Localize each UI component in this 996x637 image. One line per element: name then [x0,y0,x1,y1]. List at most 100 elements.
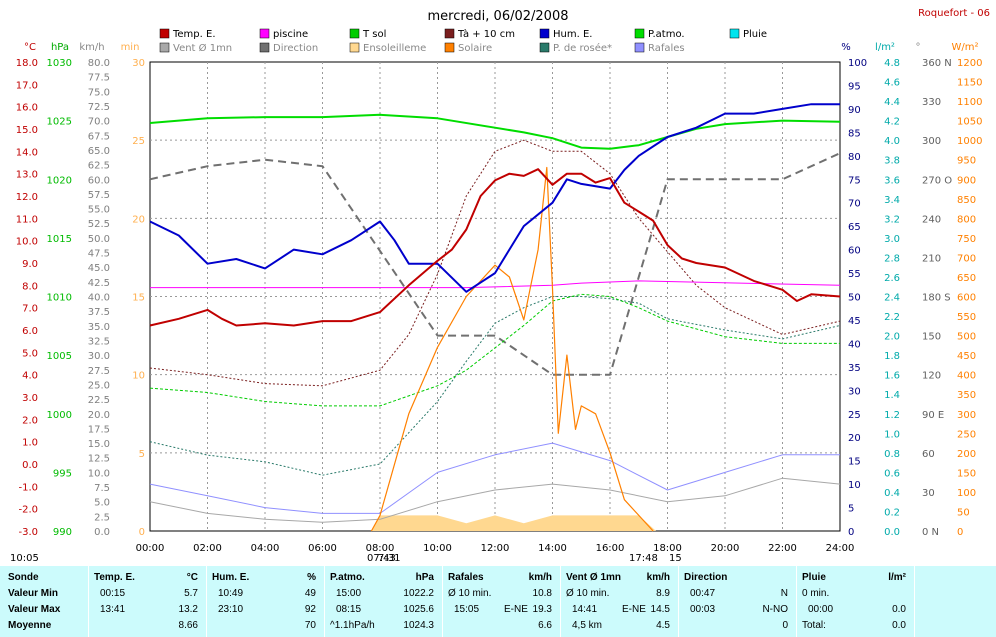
temp-tick-label: 17.0 [16,80,38,91]
legend-swatch [539,28,550,39]
direction-tick-label: 330 [922,97,941,108]
legend-label: Vent Ø 1mn [173,42,232,54]
summary-value: 0 [782,620,788,631]
data-series [149,103,841,532]
legend-label: Temp. E. [172,29,216,40]
series-line [149,293,840,407]
summary-unit: % [307,572,316,583]
series-line [149,477,841,523]
summary-unit: °C [186,572,198,583]
legend-label: Hum. E. [553,29,592,40]
humidity-tick-label: 5 [848,504,854,515]
rain-tick-label: 0.2 [884,507,900,518]
summary-value: 14.5 [650,604,670,615]
summary-row-label: Moyenne [8,620,52,631]
rain-tick-label: 4.8 [884,58,900,69]
rain-tick-label: 1.2 [884,410,900,421]
legend-label: Rafales [648,43,685,54]
direction-tick-label: 0 N [922,527,939,538]
humidity-tick-label: 65 [848,222,861,233]
station-name: Roquefort - 06 [918,8,990,19]
legend-label: P. de rosée* [553,42,612,54]
solar-tick-label: 650 [957,273,976,284]
summary-time: 23:10 [218,604,244,615]
summary-value: 1025.6 [403,604,434,615]
temp-tick-label: -3.0 [18,527,38,538]
temp-tick-label: 12.0 [16,192,38,203]
axis-unit-label: ° [916,42,921,53]
summary-time: 00:15 [100,588,126,599]
summary-value: 4.5 [656,620,670,631]
summary-title: Vent Ø 1mn [566,572,622,583]
solar-tick-label: 0 [957,527,963,538]
direction-tick-label: 240 [922,214,941,225]
summary-title: Pluie [802,572,826,583]
wind-tick-label: 17.5 [88,424,110,435]
sunrise-left-label: 10:05 [10,553,39,564]
wind-tick-label: 37.5 [88,307,110,318]
axis-unit-label: min [121,42,140,53]
time-tick-label: 04:00 [251,543,280,554]
summary-value: 5.7 [184,588,198,599]
time-tick-label: 20:00 [711,543,740,554]
chart-title: mercredi, 06/02/2008 [428,9,569,24]
pressure-tick-label: 1015 [47,234,72,245]
humidity-tick-label: 55 [848,269,861,280]
temp-tick-label: 3.0 [22,393,38,404]
chart-legend: Temp. E. piscine T sol Tà + 10 cm Hum. E. P.a… [159,28,767,54]
wind-tick-label: 15.0 [88,439,110,450]
summary-time: Ø 10 min. [448,588,492,599]
legend-swatch [159,28,170,39]
sun-markers: 10:05 07:43 7:31 17:48 15 [10,553,682,564]
humidity-tick-label: 45 [848,316,861,327]
summary-time: 13:41 [100,604,126,615]
time-tick-label: 18:00 [653,543,682,554]
time-tick-label: 02:00 [193,543,222,554]
series-line [150,280,841,289]
sunset-a-label: 17:48 [629,553,658,564]
direction-tick-label: 30 [922,488,935,499]
wind-tick-label: 5.0 [94,498,110,509]
summary-value: 8.66 [178,620,198,631]
wind-tick-label: 30.0 [88,351,110,362]
summary-value: 1024.3 [403,620,434,631]
summary-dist: 4,5 km [572,620,603,631]
legend-swatch [259,42,270,53]
direction-tick-label: 360 N [922,58,952,69]
minutes-tick-label: 25 [132,136,145,147]
direction-tick-label: 180 S [922,293,951,304]
wind-tick-label: 45.0 [88,263,110,274]
humidity-tick-label: 75 [848,175,861,186]
direction-tick-label: 150 [922,332,941,343]
humidity-tick-label: 15 [848,457,861,468]
temp-tick-label: 2.0 [22,415,38,426]
direction-tick-label: 90 E [922,410,944,421]
temp-tick-label: 5.0 [22,348,38,359]
summary-table: Sonde Valeur Min Valeur Max Moyenne Temp… [0,566,996,637]
wind-tick-label: 12.5 [88,454,110,465]
time-tick-label: 22:00 [768,543,797,554]
rain-tick-label: 4.0 [884,136,900,147]
temp-tick-label: 13.0 [16,170,38,181]
summary-time: 15:05 [454,604,480,615]
wind-tick-label: 72.5 [88,102,110,113]
wind-tick-label: 65.0 [88,146,110,157]
legend-label: T sol [362,29,386,40]
time-tick-label: 00:00 [136,543,165,554]
time-tick-label: 08:00 [366,543,395,554]
summary-time: 14:41 [572,604,598,615]
solar-tick-label: 100 [957,488,976,499]
humidity-tick-label: 25 [848,410,861,421]
summary-value: 8.9 [656,588,670,599]
pressure-tick-label: 1030 [47,58,72,69]
summary-trend: ^1.1hPa/h [330,620,375,631]
plot-grid [150,62,840,531]
wind-tick-label: 10.0 [88,468,110,479]
minutes-tick-label: 20 [132,214,145,225]
time-tick-label: 06:00 [308,543,337,554]
legend-label: piscine [273,29,308,40]
temp-tick-label: -2.0 [18,505,38,516]
wind-tick-label: 25.0 [88,380,110,391]
humidity-tick-label: 10 [848,480,861,491]
rain-tick-label: 3.4 [884,195,900,206]
